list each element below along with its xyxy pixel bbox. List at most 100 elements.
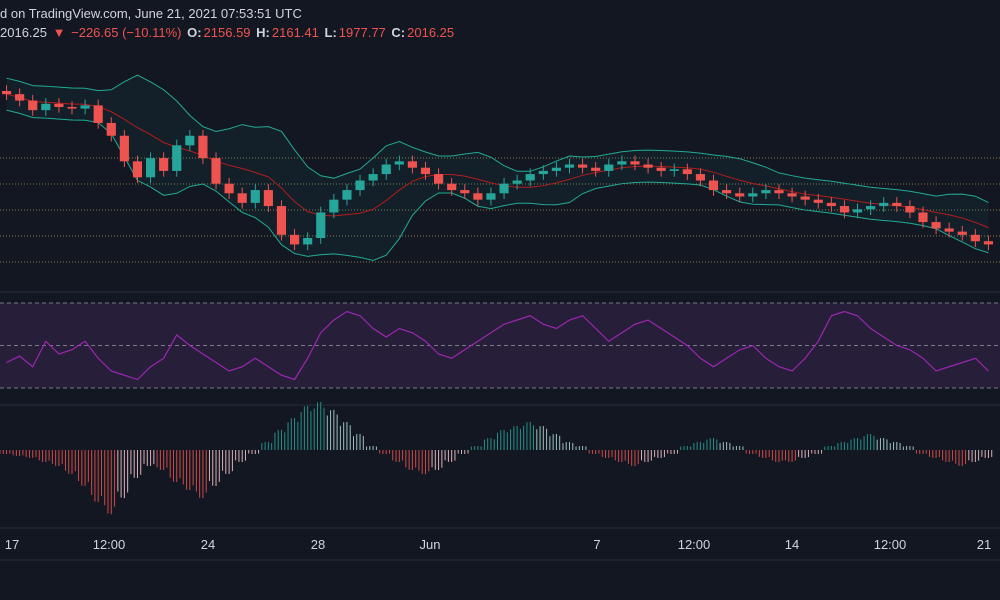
candle-body bbox=[486, 193, 496, 200]
candle-body bbox=[172, 145, 182, 171]
x-tick-label: 14 bbox=[785, 537, 799, 552]
candle-body bbox=[394, 161, 404, 165]
price-change: −226.65 (−10.11%) bbox=[71, 25, 182, 40]
candle-body bbox=[787, 193, 797, 197]
x-tick-label: 21 bbox=[977, 537, 991, 552]
candle-body bbox=[957, 231, 967, 235]
x-tick-label: 12:00 bbox=[678, 537, 711, 552]
candle-body bbox=[106, 122, 116, 136]
candle-body bbox=[669, 169, 679, 171]
candle-body bbox=[970, 234, 980, 242]
chart-header: d on TradingView.com, June 21, 2021 07:5… bbox=[0, 0, 1000, 44]
close-label: C: bbox=[391, 25, 406, 40]
candle-body bbox=[132, 161, 143, 178]
candle-body bbox=[905, 206, 915, 213]
high-value: 2161.41 bbox=[271, 25, 319, 40]
candle-body bbox=[918, 212, 928, 223]
candle-body bbox=[67, 106, 77, 109]
candle-body bbox=[604, 164, 614, 171]
source-line: d on TradingView.com, June 21, 2021 07:5… bbox=[0, 6, 302, 21]
open-label: O: bbox=[187, 25, 202, 40]
candle-body bbox=[525, 174, 535, 181]
candle-body bbox=[316, 212, 326, 239]
candle-body bbox=[198, 135, 208, 159]
candle-body bbox=[892, 202, 902, 207]
ohlc-line: 2016.25 ▼ −226.65 (−10.11%) O: 2156.59 H:… bbox=[0, 25, 456, 40]
bollinger-basis bbox=[6, 93, 989, 229]
candle-body bbox=[735, 193, 745, 197]
candle-body bbox=[303, 238, 313, 245]
candle-body bbox=[879, 202, 889, 207]
candle-body bbox=[839, 206, 850, 213]
last-price: 2016.25 bbox=[0, 25, 47, 40]
x-tick-label: 12:00 bbox=[93, 537, 126, 552]
candle-body bbox=[434, 174, 444, 184]
candle-body bbox=[499, 183, 509, 194]
candle-body bbox=[407, 161, 417, 168]
candle-body bbox=[368, 174, 378, 181]
high-label: H: bbox=[256, 25, 270, 40]
x-tick-label: 7 bbox=[593, 537, 600, 552]
candle-body bbox=[630, 161, 640, 165]
open-value: 2156.59 bbox=[203, 25, 251, 40]
candle-body bbox=[761, 190, 771, 194]
candle-body bbox=[591, 167, 601, 171]
x-tick-label: 28 bbox=[311, 537, 325, 552]
x-tick-label: 24 bbox=[201, 537, 215, 552]
candle-body bbox=[473, 193, 483, 200]
candle-body bbox=[159, 158, 169, 171]
candle-body bbox=[237, 193, 247, 203]
x-tick-label: Jun bbox=[420, 537, 441, 552]
candle-body bbox=[355, 180, 365, 191]
candle-body bbox=[80, 105, 90, 109]
candle-body bbox=[460, 190, 470, 194]
candle-body bbox=[1, 90, 12, 95]
candle-body bbox=[931, 222, 941, 229]
candle-body bbox=[447, 183, 457, 191]
candle-body bbox=[263, 190, 273, 207]
x-tick-label: 12:00 bbox=[874, 537, 907, 552]
candle-body bbox=[28, 100, 38, 111]
bollinger-upper bbox=[6, 74, 989, 203]
candle-body bbox=[329, 199, 339, 213]
bollinger-lower bbox=[6, 109, 989, 262]
candle-body bbox=[748, 193, 758, 197]
candle-body bbox=[578, 164, 588, 168]
candle-body bbox=[708, 180, 719, 191]
candle-body bbox=[381, 164, 391, 175]
candle-body bbox=[722, 190, 732, 194]
candle-body bbox=[800, 196, 810, 200]
candle-body bbox=[852, 209, 863, 213]
candle-body bbox=[983, 241, 994, 245]
candle-body bbox=[420, 167, 431, 175]
candle-body bbox=[695, 174, 706, 181]
candle-body bbox=[276, 206, 287, 235]
candle-body bbox=[512, 180, 522, 184]
candle-body bbox=[342, 190, 352, 200]
low-label: L: bbox=[324, 25, 337, 40]
candle-body bbox=[564, 164, 575, 168]
candle-body bbox=[145, 158, 156, 178]
x-tick-label: 17 bbox=[5, 537, 19, 552]
candle-body bbox=[289, 234, 300, 245]
candle-body bbox=[813, 199, 823, 203]
candle-body bbox=[211, 158, 221, 184]
candle-body bbox=[656, 167, 666, 171]
candle-body bbox=[774, 190, 784, 194]
candle-body bbox=[54, 103, 64, 107]
candle-body bbox=[944, 228, 954, 232]
bollinger-fill bbox=[6, 75, 989, 261]
candle-body bbox=[41, 103, 51, 111]
candle-body bbox=[826, 202, 836, 207]
close-value: 2016.25 bbox=[407, 25, 455, 40]
rsi-line bbox=[6, 310, 989, 381]
candle-body bbox=[551, 167, 561, 171]
candle-body bbox=[119, 135, 129, 162]
low-value: 1977.77 bbox=[338, 25, 386, 40]
candle-body bbox=[643, 164, 653, 168]
down-arrow-icon: ▼ bbox=[52, 25, 66, 40]
candle-body bbox=[224, 183, 234, 194]
candle-body bbox=[250, 190, 260, 203]
candle-body bbox=[185, 135, 195, 146]
